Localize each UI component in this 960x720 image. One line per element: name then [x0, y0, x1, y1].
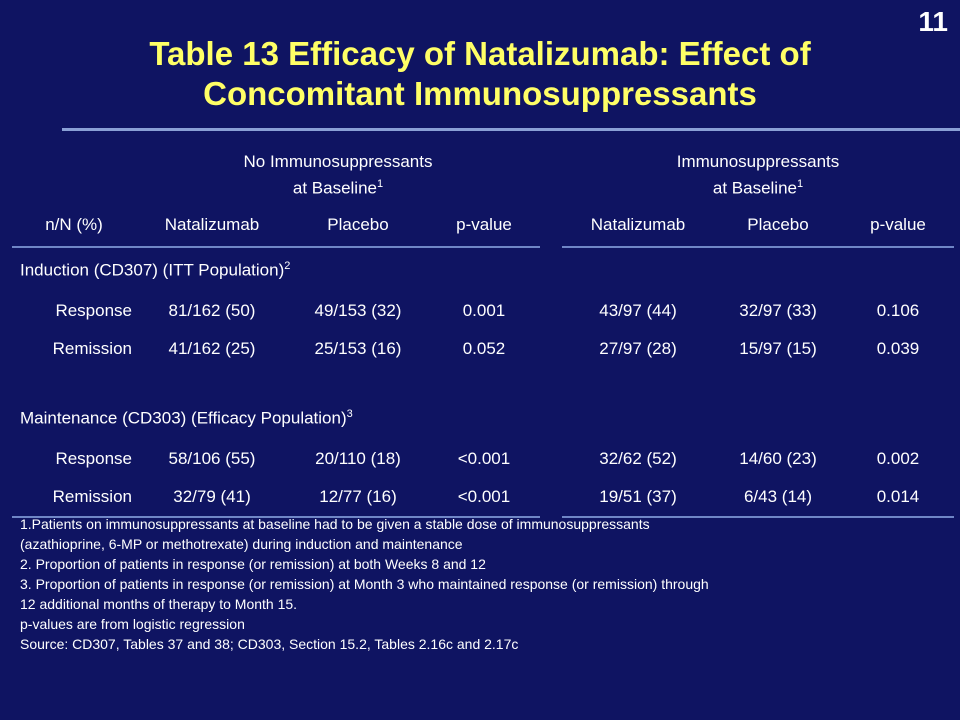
- table-cell: 14/60 (23): [739, 449, 817, 468]
- group-header-row: No Immunosuppressants at Baseline1 Immun…: [12, 146, 954, 204]
- table-cell: 32/79 (41): [136, 478, 288, 518]
- column-header: Natalizumab: [136, 204, 288, 248]
- table-cell: 0.039: [876, 339, 920, 358]
- table-cell: 6/43 (14): [714, 478, 842, 518]
- table-cell: 0.052: [462, 339, 506, 358]
- table-cell: 43/97 (44): [599, 301, 677, 320]
- row-label: Response: [55, 301, 132, 320]
- table-row: Response 58/106 (55) 20/110 (18) <0.001 …: [12, 440, 954, 478]
- table-cell: 19/51 (37): [562, 478, 714, 518]
- table-cell: 81/162 (50): [168, 301, 256, 320]
- table-cell: <0.001: [428, 478, 540, 518]
- footnote: 3. Proportion of patients in response (o…: [20, 576, 709, 592]
- footnote: Source: CD307, Tables 37 and 38; CD303, …: [20, 636, 519, 652]
- section-title: Maintenance (CD303) (Efficacy Population…: [20, 407, 353, 428]
- section-title: Induction (CD307) (ITT Population)2: [20, 259, 291, 280]
- section-row-maintenance: Maintenance (CD303) (Efficacy Population…: [12, 396, 954, 440]
- group-header-immunosuppressants: Immunosuppressants at Baseline1: [676, 151, 840, 198]
- table-cell: <0.001: [457, 449, 511, 468]
- table-cell: 0.002: [876, 449, 920, 468]
- column-header: p-value: [842, 204, 954, 248]
- table-cell: 49/153 (32): [314, 301, 402, 320]
- group-header-no-immunosuppressants: No Immunosuppressants at Baseline1: [243, 151, 433, 198]
- table-row: Response 81/162 (50) 49/153 (32) 0.001 4…: [12, 292, 954, 330]
- table-row: Remission 41/162 (25) 25/153 (16) 0.052 …: [12, 330, 954, 368]
- table-cell: 20/110 (18): [315, 449, 401, 468]
- title-line-1: Table 13 Efficacy of Natalizumab: Effect…: [149, 35, 811, 72]
- table-cell: 15/97 (15): [739, 339, 817, 358]
- table-cell: 0.106: [876, 301, 920, 320]
- table-cell: 0.001: [462, 301, 506, 320]
- footnotes: 1.Patients on immunosuppressants at base…: [20, 514, 950, 654]
- section-row-induction: Induction (CD307) (ITT Population)2: [12, 247, 954, 292]
- table-row: Remission 32/79 (41) 12/77 (16) <0.001 1…: [12, 478, 954, 518]
- table-cell: 12/77 (16): [288, 478, 428, 518]
- title-line-2: Concomitant Immunosuppressants: [203, 75, 757, 112]
- footnote: 12 additional months of therapy to Month…: [20, 596, 298, 612]
- column-header: Placebo: [714, 204, 842, 248]
- row-label: Response: [55, 449, 132, 468]
- column-header-row: n/N (%) Natalizumab Placebo p-value Nata…: [12, 204, 954, 248]
- table-cell: 32/97 (33): [739, 301, 817, 320]
- title-divider: [62, 128, 960, 131]
- page-title: Table 13 Efficacy of Natalizumab: Effect…: [40, 34, 920, 114]
- row-label: Remission: [12, 478, 136, 518]
- footnote: p-values are from logistic regression: [20, 616, 245, 632]
- footnote: 1.Patients on immunosuppressants at base…: [20, 516, 650, 532]
- column-header: Natalizumab: [562, 204, 714, 248]
- efficacy-table: No Immunosuppressants at Baseline1 Immun…: [12, 146, 954, 518]
- column-header: Placebo: [288, 204, 428, 248]
- table-cell: 58/106 (55): [168, 449, 256, 468]
- table-cell: 0.014: [842, 478, 954, 518]
- footnote: 2. Proportion of patients in response (o…: [20, 556, 486, 572]
- footnote: (azathioprine, 6-MP or methotrexate) dur…: [20, 536, 463, 552]
- table-cell: 41/162 (25): [168, 339, 256, 358]
- table-cell: 27/97 (28): [599, 339, 677, 358]
- table-cell: 25/153 (16): [314, 339, 402, 358]
- table-cell: 32/62 (52): [599, 449, 677, 468]
- row-label: Remission: [52, 339, 132, 358]
- slide-number: 11: [918, 6, 948, 37]
- column-header: n/N (%): [12, 204, 136, 248]
- column-header: p-value: [428, 204, 540, 248]
